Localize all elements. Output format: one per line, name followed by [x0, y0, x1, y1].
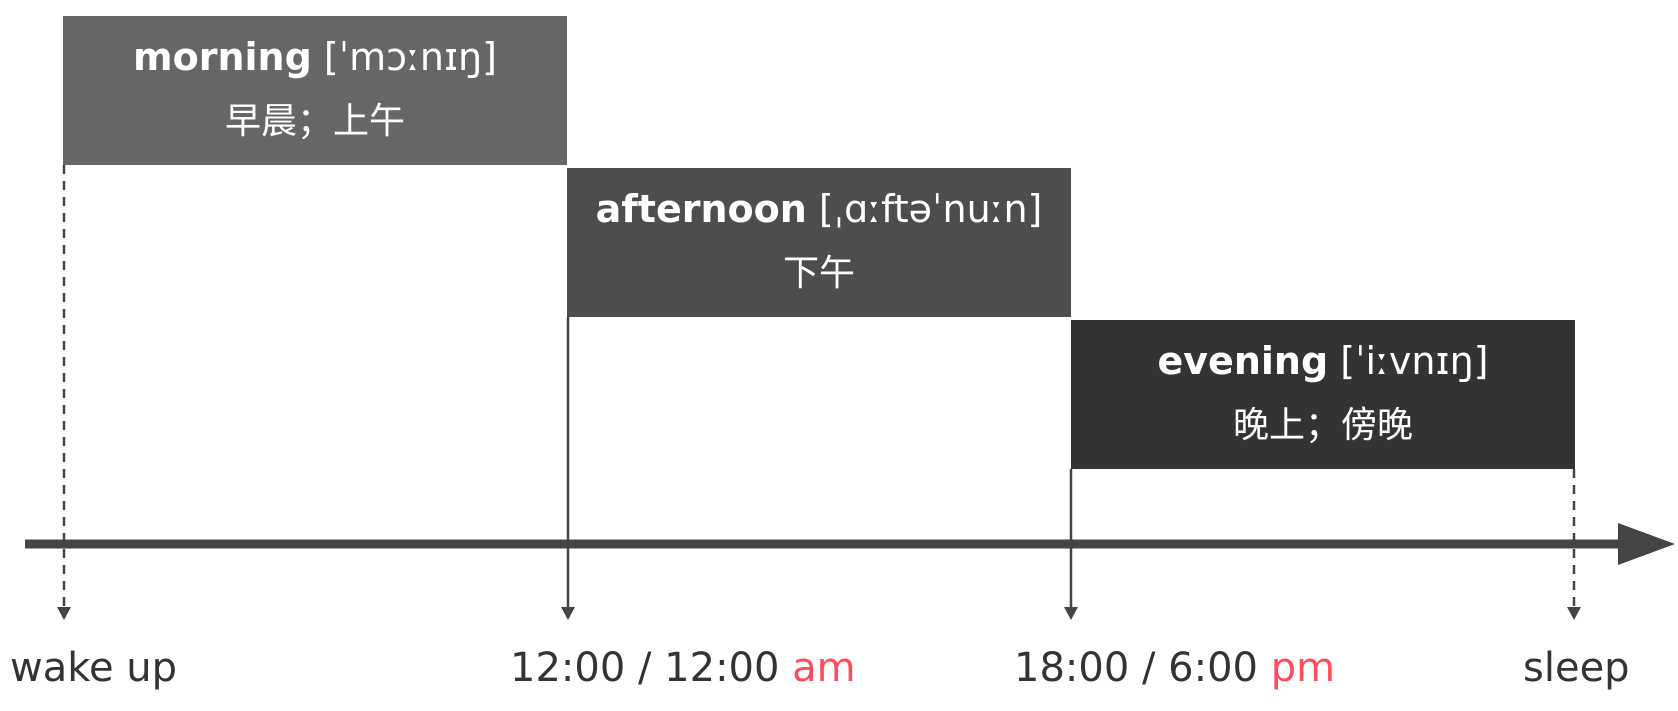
evening-marker-arrow — [1064, 607, 1078, 620]
noon-label: 12:00 / 12:00 am — [510, 640, 856, 696]
noon-time: 12:00 / 12:00 — [510, 645, 780, 691]
evening-suffix: pm — [1270, 645, 1336, 691]
afternoon-block: afternoon [ˌɑːftəˈnuːn] 下午 — [567, 168, 1071, 317]
afternoon-word-line: afternoon [ˌɑːftəˈnuːn] — [567, 186, 1071, 232]
morning-word: morning — [133, 35, 312, 79]
noon-marker-arrow — [561, 607, 575, 620]
evening-chinese: 晚上；傍晚 — [1232, 405, 1413, 446]
morning-block: morning [ˈmɔːnɪŋ] 早晨；上午 — [63, 16, 567, 165]
timeline-arrowhead — [1618, 523, 1675, 565]
wake-up-label: wake up — [10, 645, 178, 691]
morning-chinese: 早晨；上午 — [224, 101, 405, 142]
evening-label: 18:00 / 6:00 pm — [1014, 640, 1335, 696]
evening-word: evening — [1157, 339, 1329, 383]
morning-ipa: [ˈmɔːnɪŋ] — [323, 35, 497, 79]
sleep-marker-arrow — [1567, 607, 1581, 620]
wake-up-marker-arrow — [57, 607, 71, 620]
evening-word-line: evening [ˈiːvnɪŋ] — [1071, 338, 1575, 384]
evening-block: evening [ˈiːvnɪŋ] 晚上；傍晚 — [1071, 320, 1575, 469]
evening-ipa: [ˈiːvnɪŋ] — [1340, 339, 1489, 383]
evening-time: 18:00 / 6:00 — [1014, 645, 1259, 691]
noon-suffix: am — [792, 645, 856, 691]
sleep-label: sleep — [1523, 645, 1630, 691]
afternoon-ipa: [ˌɑːftəˈnuːn] — [818, 187, 1043, 231]
morning-word-line: morning [ˈmɔːnɪŋ] — [63, 34, 567, 80]
afternoon-chinese: 下午 — [782, 253, 855, 294]
afternoon-word: afternoon — [595, 187, 807, 231]
